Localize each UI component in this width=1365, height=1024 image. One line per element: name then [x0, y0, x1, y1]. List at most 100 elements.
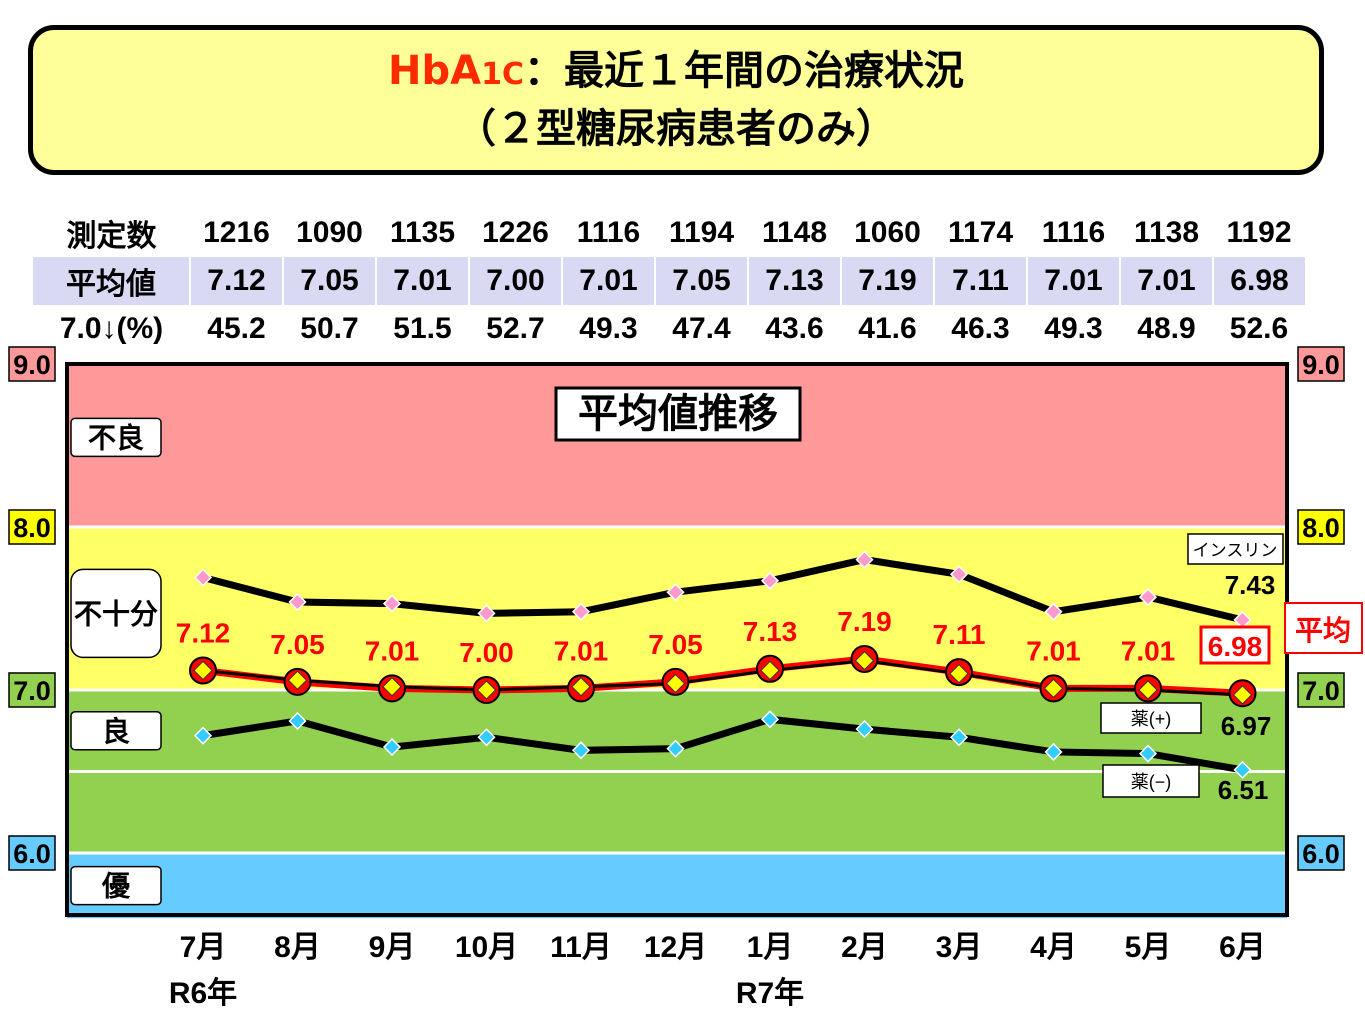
- x-tick-label: 3月: [936, 931, 983, 964]
- drug-plus-point: [571, 677, 591, 697]
- insulin-point: [949, 565, 969, 584]
- zone-band: [67, 853, 1287, 919]
- series-line-drug-minus: [202, 715, 1244, 774]
- count-row: 測定数 1216 1090 1135 1226 1116 1194 1148 1060 1174 1…: [33, 209, 1305, 257]
- average-tag-box: [1284, 602, 1363, 654]
- chart-title-box: [554, 386, 802, 442]
- y-tick-box-right: [1297, 346, 1345, 382]
- stat-cell: 1226: [482, 216, 549, 249]
- average-data-label: 7.00: [459, 637, 514, 668]
- row-label: 測定数: [66, 220, 157, 253]
- drug-minus-point: [1233, 760, 1252, 779]
- drug-minus-point: [1044, 742, 1063, 762]
- drug-plus-point: [1043, 678, 1064, 699]
- drug-plus-end-label: 6.97: [1221, 711, 1272, 741]
- zone-label-box: [70, 417, 162, 458]
- zone-band: [67, 527, 1287, 690]
- drug-minus-point: [1138, 744, 1158, 763]
- insulin-tag-box: [1187, 533, 1284, 565]
- drug-minus-point: [288, 711, 307, 731]
- average-data-label: 7.13: [743, 616, 798, 647]
- stat-cell: 1138: [1133, 216, 1200, 249]
- insulin-point: [288, 592, 307, 612]
- drug-plus-tag-box: [1100, 702, 1202, 734]
- stat-cell: 52.7: [486, 312, 545, 345]
- insulin-point: [1044, 602, 1063, 621]
- row-label: 7.0↓(%): [59, 312, 164, 345]
- y-tick-label-right: 9.0: [1302, 350, 1340, 380]
- y-tick-label-left: 6.0: [13, 839, 51, 869]
- drug-plus-point: [854, 650, 875, 671]
- stat-cell: 7.01: [1119, 257, 1213, 305]
- drug-minus-tag-box: [1102, 764, 1200, 798]
- x-tick-label: 12月: [644, 931, 707, 964]
- average-data-label: 7.05: [270, 629, 325, 660]
- stat-cell: 43.6: [765, 312, 824, 345]
- y-tick-label-left: 7.0: [13, 676, 51, 706]
- insulin-end-label: 7.43: [1225, 570, 1276, 600]
- title-banner: HbA1C：最近１年間の治療状況 （２型糖尿病患者のみ）: [28, 25, 1324, 175]
- stat-cell: 49.3: [1044, 312, 1103, 345]
- average-data-label: 6.98: [1208, 631, 1263, 662]
- title-main: ：最近１年間の治療状況: [523, 48, 964, 94]
- stat-cell: 7.05: [282, 257, 376, 305]
- drug-plus-point: [382, 677, 402, 697]
- title-hba: HbA: [388, 48, 482, 94]
- insulin-point: [477, 604, 496, 623]
- stat-cell: 1116: [1041, 216, 1106, 249]
- x-tick-label: 11月: [550, 931, 612, 964]
- stat-cell: 45.2: [207, 312, 266, 345]
- stat-cell: 52.6: [1229, 312, 1289, 345]
- y-tick-box-left: [8, 672, 56, 708]
- drug-minus-point: [193, 726, 213, 745]
- stat-cell: 46.3: [951, 312, 1010, 345]
- stat-cell: 1116: [576, 216, 641, 249]
- zone-label: 不良: [88, 421, 144, 453]
- stat-cell: 7.01: [561, 257, 655, 305]
- drug-plus-point: [665, 673, 686, 694]
- stat-cell: 48.9: [1137, 312, 1196, 345]
- stat-cell: 41.6: [858, 312, 917, 345]
- y-tick-box-right: [1297, 835, 1345, 871]
- average-data-label: 7.01: [554, 635, 609, 666]
- stat-cell: 7.12: [189, 257, 283, 305]
- stats-table: 測定数 1216 1090 1135 1226 1116 1194 1148 1060 1174 1…: [33, 209, 1305, 353]
- x-tick-label: 5月: [1125, 931, 1172, 964]
- average-data-label: 7.05: [648, 629, 703, 660]
- insulin-point: [666, 583, 685, 602]
- stat-cell: 7.00: [468, 257, 562, 305]
- stat-cell: 6.98: [1212, 257, 1305, 305]
- series-line-insulin: [202, 556, 1244, 624]
- stat-cell: 51.5: [393, 312, 452, 345]
- insulin-tag: インスリン: [1193, 541, 1278, 560]
- drug-minus-point: [760, 710, 780, 729]
- insulin-point: [382, 594, 402, 613]
- stat-cell: 1192: [1226, 216, 1292, 249]
- y-tick-label-right: 6.0: [1302, 839, 1340, 869]
- below-7-percent-row: 7.0↓(%) 45.2 50.7 51.5 52.7 49.3 47.4 43.6 41.6 4…: [33, 305, 1305, 353]
- y-tick-label-right: 8.0: [1302, 513, 1340, 543]
- drug-minus-point: [477, 728, 496, 747]
- stat-cell: 7.05: [654, 257, 748, 305]
- zone-label-box: [70, 711, 162, 751]
- stat-cell: 47.4: [672, 312, 731, 345]
- y-tick-box-left: [8, 835, 56, 871]
- stat-cell: 1060: [854, 216, 921, 249]
- title-hba-subscript: 1C: [481, 57, 524, 92]
- row-label: 平均値: [33, 257, 190, 305]
- stat-cell: 1090: [296, 216, 363, 249]
- average-data-label: 7.01: [1121, 635, 1176, 666]
- x-tick-label: 10月: [455, 931, 518, 964]
- x-tick-label: 9月: [369, 931, 416, 964]
- series-line-drug-plus: [202, 659, 1243, 697]
- insulin-point: [855, 550, 874, 569]
- drug-minus-end-label: 6.51: [1218, 775, 1269, 805]
- average-data-label: 7.01: [1026, 635, 1081, 666]
- x-tick-label: 8月: [274, 931, 321, 964]
- year-label: R7年: [736, 977, 804, 1010]
- drug-minus-point: [571, 741, 591, 760]
- last-average-box: [1199, 625, 1271, 665]
- stat-cell: 49.3: [579, 312, 638, 345]
- drug-plus-point: [760, 660, 780, 681]
- y-tick-label-left: 9.0: [13, 350, 51, 380]
